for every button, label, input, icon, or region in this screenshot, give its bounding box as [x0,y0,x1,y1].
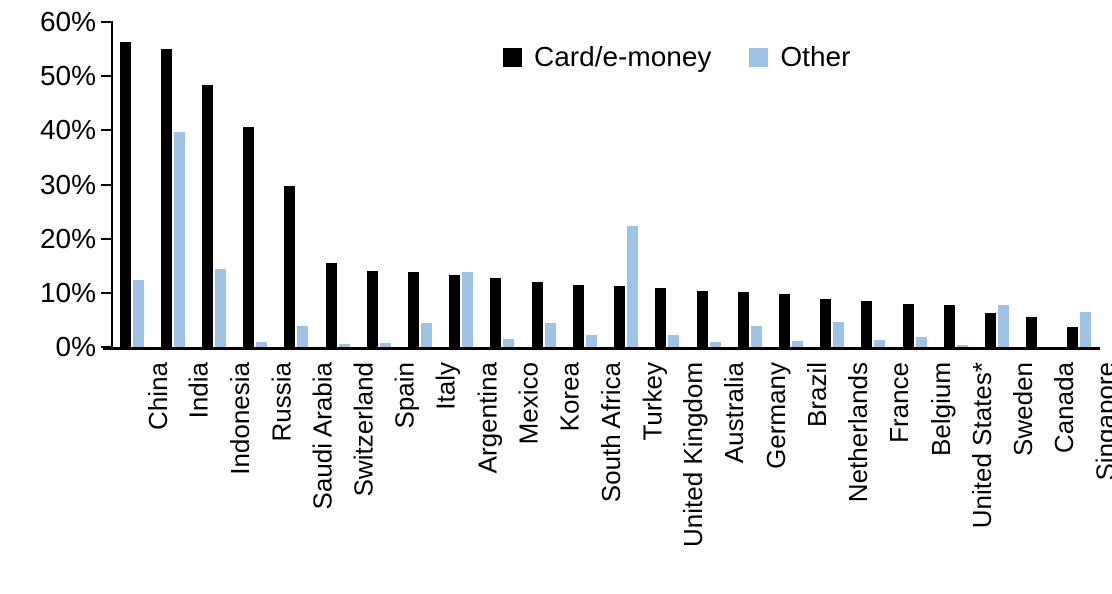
x-axis-category-label: Brazil [801,362,832,428]
bar-card-e-money [202,85,213,347]
bar-card-e-money [367,271,378,347]
chart-legend: Card/e-money Other [503,42,850,72]
bar-other [215,269,226,347]
bar-other [586,335,597,347]
bar-other [545,323,556,347]
x-axis-category-label: Spain [389,362,420,429]
legend-label-card-e-money: Card/e-money [534,41,712,72]
bar-other [627,226,638,347]
bar-card-e-money [697,291,708,347]
bar-other [792,341,803,347]
x-axis-line [103,347,1100,350]
y-tick-label: 50% [39,60,96,92]
bar-other [174,132,185,347]
x-axis-category-label: Turkey [637,362,668,441]
y-tick-label: 40% [39,114,96,146]
y-tick-mark [101,75,111,78]
x-axis-category-label: Korea [554,362,585,432]
x-axis-category-label: France [884,362,915,443]
y-tick-mark [101,291,111,294]
bar-other [421,323,432,347]
x-axis-category-label: China [142,362,173,430]
bar-other [957,345,968,347]
bar-card-e-money [326,263,337,347]
bar-other [339,344,350,347]
x-axis-category-label: Germany [760,362,791,469]
x-axis-category-label: Belgium [925,362,956,456]
y-tick-label: 0% [55,331,96,362]
bar-card-e-money [284,186,295,347]
bar-card-e-money [532,282,543,347]
x-axis-category-label: South Africa [595,362,626,503]
bar-card-e-money [655,288,666,347]
bar-card-e-money [861,301,872,347]
bar-card-e-money [1026,317,1037,347]
y-axis-line [111,21,113,349]
y-tick-mark [101,21,111,23]
bar-card-e-money [243,127,254,347]
bar-other [133,280,144,347]
x-axis-category-label: United States* [966,362,997,529]
bar-card-e-money [944,305,955,347]
legend-label-other: Other [780,41,851,72]
x-axis-category-label: India [183,362,214,419]
y-tick-label: 30% [39,168,96,200]
x-axis-category-label: Russia [266,362,297,442]
x-axis-category-label: Australia [719,362,750,464]
y-tick-label: 10% [39,276,96,308]
x-axis-category-label: Saudi Arabia [307,362,338,510]
bar-other [833,322,844,347]
x-axis-category-label: United Kingdom [678,362,709,547]
bar-other [668,335,679,347]
bar-card-e-money [573,285,584,347]
bar-other [297,326,308,347]
bar-card-e-money [490,278,501,347]
bar-other [380,343,391,347]
bar-other [751,326,762,347]
bar-card-e-money [614,286,625,347]
x-axis-category-label: Netherlands [843,362,874,503]
bar-other [998,305,1009,347]
x-axis-category-label: Singapore [1090,362,1112,481]
y-tick-mark [101,237,111,240]
bar-card-e-money [1067,327,1078,347]
y-tick-label: 20% [39,222,96,254]
legend-swatch-card-e-money [503,47,522,67]
legend-item-other: Other [749,42,850,72]
x-axis-category-label: Switzerland [348,362,379,497]
x-axis-category-label: Italy [431,362,462,410]
bar-card-e-money [820,299,831,347]
bar-other [1080,312,1091,347]
bar-other [916,337,927,347]
x-axis-category-label: Argentina [472,362,503,474]
bar-card-e-money [408,272,419,347]
bar-card-e-money [903,304,914,347]
bar-card-e-money [120,42,131,347]
x-axis-category-label: Sweden [1007,362,1038,456]
bar-other [462,272,473,347]
y-tick-mark [101,183,111,186]
x-axis-category-label: Canada [1049,362,1080,454]
legend-swatch-other [749,47,769,67]
bar-card-e-money [985,313,996,347]
bar-card-e-money [161,49,172,347]
y-tick-mark [101,129,111,132]
bar-other [503,339,514,347]
bar-other [256,342,267,347]
bar-card-e-money [449,275,460,347]
legend-item-card-e-money: Card/e-money [503,42,711,72]
bar-card-e-money [738,292,749,347]
x-axis-category-label: Mexico [513,362,544,445]
y-tick-label: 60% [39,6,96,37]
bar-card-e-money [779,294,790,347]
bar-other [710,342,721,347]
x-axis-category-label: Indonesia [225,362,256,475]
bar-other [874,340,885,347]
